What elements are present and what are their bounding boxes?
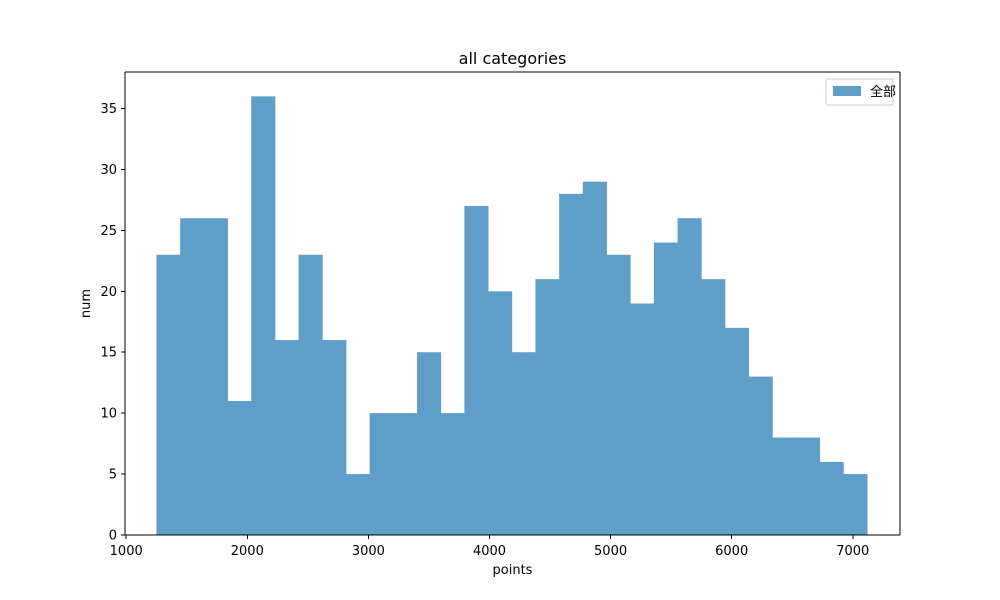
histogram-bar: [345, 474, 371, 535]
y-axis-ticks: 0 5 10 15 20 25 30 35: [100, 102, 125, 544]
histogram-bar: [653, 242, 678, 535]
y-tick-label: 30: [100, 163, 117, 178]
histogram-bar: [298, 254, 323, 535]
histogram-bar: [724, 327, 750, 535]
histogram-bar: [748, 376, 773, 535]
histogram-bar: [227, 400, 252, 535]
y-tick-label: 25: [100, 224, 117, 239]
x-tick-label: 5000: [594, 544, 627, 559]
plot-frame: [124, 71, 901, 536]
x-tick-label: 6000: [715, 544, 748, 559]
histogram-bar: [772, 437, 797, 535]
y-tick-label: 35: [100, 102, 117, 117]
histogram-bar: [464, 206, 489, 536]
histogram-bar: [843, 474, 868, 535]
histogram-bar: [251, 96, 276, 536]
histogram-bar: [156, 254, 181, 535]
histogram-bar: [701, 279, 726, 535]
histogram-bar: [677, 218, 702, 536]
histogram-bar: [606, 254, 631, 535]
histogram-bar: [488, 291, 513, 535]
histogram-bar: [393, 413, 418, 535]
x-axis-label: points: [493, 563, 533, 578]
y-tick-label: 0: [109, 529, 117, 544]
x-tick-label: 3000: [352, 544, 385, 559]
histogram-bar: [417, 352, 442, 535]
x-tick-label: 2000: [231, 544, 264, 559]
histogram-bar: [203, 218, 228, 536]
y-tick-label: 10: [100, 407, 117, 422]
histogram-bar: [440, 413, 465, 535]
y-tick-label: 15: [100, 346, 117, 361]
x-tick-label: 1000: [110, 544, 143, 559]
histogram-bar: [559, 193, 584, 535]
x-tick-label: 7000: [836, 544, 869, 559]
legend-swatch: [833, 86, 861, 96]
histogram-bar: [582, 181, 607, 535]
histogram-bar: [819, 461, 844, 535]
legend: 全部: [825, 78, 896, 106]
y-axis-label: num: [79, 289, 94, 318]
histogram-bar: [511, 352, 536, 535]
legend-label: 全部: [870, 84, 896, 100]
histogram-bar: [180, 218, 205, 536]
x-tick-label: 4000: [473, 544, 506, 559]
bars-layer: [156, 96, 868, 536]
y-tick-label: 5: [109, 468, 117, 483]
histogram-bar: [796, 437, 821, 535]
histogram-bar: [630, 303, 655, 535]
histogram-bar: [322, 340, 347, 535]
histogram-bar: [274, 340, 299, 535]
x-axis-ticks: 1000 2000 3000 4000 5000 6000 7000: [110, 535, 869, 559]
histogram-bar: [369, 413, 394, 535]
histogram-bar: [535, 279, 560, 535]
chart-title: all categories: [459, 49, 567, 68]
y-tick-label: 20: [100, 285, 117, 300]
